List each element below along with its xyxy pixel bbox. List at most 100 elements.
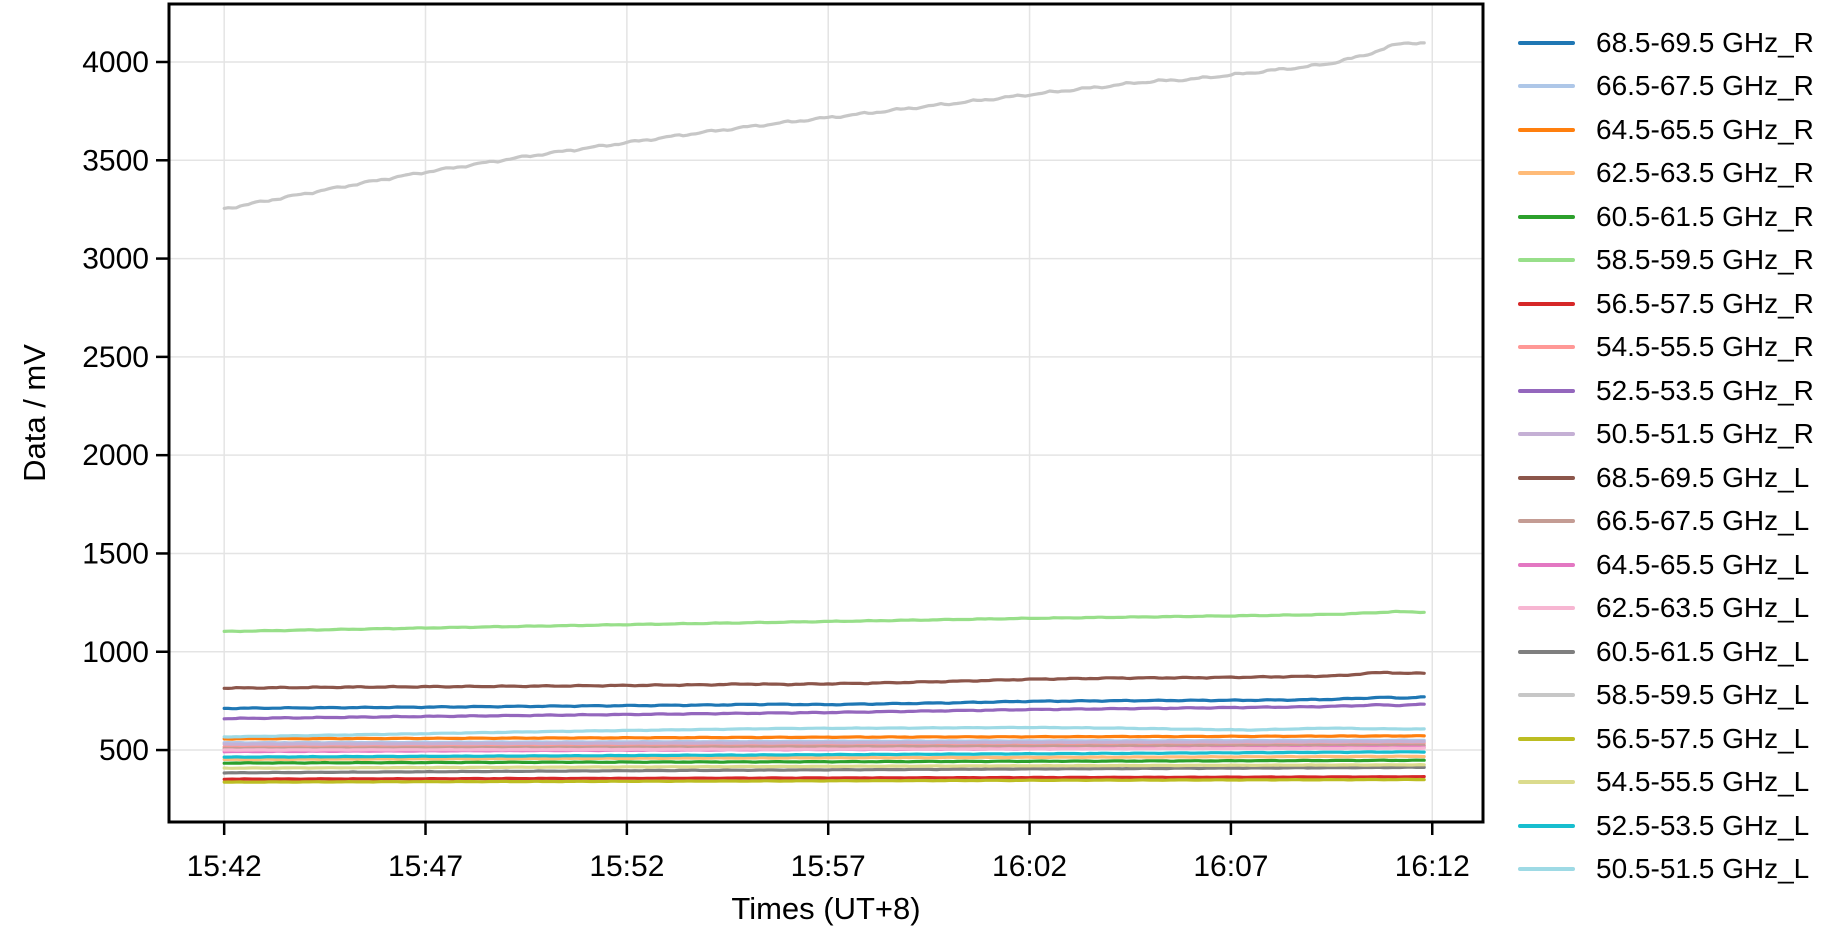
legend-line-swatch [1518,258,1575,263]
legend-label: 54.5-55.5 GHz_R [1596,331,1814,363]
series-line-54.5-55.5-ghz-l [222,763,1426,770]
legend-label: 58.5-59.5 GHz_R [1596,244,1814,276]
legend-label: 56.5-57.5 GHz_L [1596,722,1810,754]
legend-line-swatch [1518,780,1575,785]
y-tick-label: 1000 [82,636,149,669]
legend-line-swatch [1518,475,1575,480]
series-line-58.5-59.5-ghz-l [222,41,1426,210]
gridlines [169,4,1483,822]
legend-label: 54.5-55.5 GHz_L [1596,766,1810,798]
legend-line-swatch [1518,84,1575,89]
x-tick-label: 16:07 [1193,850,1268,883]
legend-item: 60.5-61.5 GHz_R [1518,195,1814,239]
axes-spines-and-ticks [156,2,1485,835]
legend-line-swatch [1518,606,1575,611]
series-line-66.5-67.5-ghz-l [222,743,1426,751]
legend-line-swatch [1518,171,1575,176]
series-line-68.5-69.5-ghz-r [222,695,1426,711]
legend-line-swatch [1518,736,1575,741]
legend-line-swatch [1518,388,1575,393]
series-line-62.5-63.5-ghz-r [222,754,1426,762]
series-line-60.5-61.5-ghz-r [222,758,1426,765]
series-line-52.5-53.5-ghz-r [222,702,1426,721]
legend-item: 54.5-55.5 GHz_L [1518,761,1814,805]
legend-label: 68.5-69.5 GHz_R [1596,26,1814,58]
legend-item: 58.5-59.5 GHz_L [1518,674,1814,718]
legend-item: 68.5-69.5 GHz_L [1518,456,1814,500]
legend-label: 50.5-51.5 GHz_R [1596,418,1814,450]
legend-item: 56.5-57.5 GHz_L [1518,717,1814,761]
legend-label: 64.5-65.5 GHz_L [1596,548,1810,580]
legend-label: 52.5-53.5 GHz_R [1596,374,1814,406]
legend-line-swatch [1518,432,1575,437]
x-tick-label: 16:12 [1395,850,1470,883]
legend-item: 62.5-63.5 GHz_L [1518,587,1814,631]
series-line-60.5-61.5-ghz-l [222,765,1426,775]
legend-item: 62.5-63.5 GHz_R [1518,152,1814,196]
series-line-52.5-53.5-ghz-l [222,750,1426,759]
series-line-50.5-51.5-ghz-r [222,739,1426,746]
y-tick-label: 4000 [82,46,149,79]
legend-line-swatch [1518,562,1575,567]
legend-item: 50.5-51.5 GHz_R [1518,413,1814,457]
series-line-64.5-65.5-ghz-r [222,734,1426,741]
y-axis-label: Data / mV [17,344,52,482]
legend-line-swatch [1518,40,1575,45]
series-line-58.5-59.5-ghz-r [222,609,1426,634]
legend-item: 64.5-65.5 GHz_L [1518,543,1814,587]
legend-label: 66.5-67.5 GHz_L [1596,505,1810,537]
legend-label: 66.5-67.5 GHz_R [1596,70,1814,102]
legend-label: 58.5-59.5 GHz_L [1596,679,1810,711]
legend-line-swatch [1518,649,1575,654]
legend-label: 50.5-51.5 GHz_L [1596,853,1810,885]
plot-border [167,2,1485,824]
legend-item: 56.5-57.5 GHz_R [1518,282,1814,326]
legend-label: 60.5-61.5 GHz_R [1596,200,1814,232]
y-tick-label: 500 [99,734,149,767]
legend-item: 60.5-61.5 GHz_L [1518,630,1814,674]
y-tick-label: 2500 [82,341,149,374]
x-axis-label: Times (UT+8) [731,891,920,926]
tick-labels: 15:42 15:47 15:52 15:57 16:02 16:07 16:12 500 10… [82,46,1470,883]
legend-line-swatch [1518,301,1575,306]
legend-line-swatch [1518,345,1575,350]
legend-label: 60.5-61.5 GHz_L [1596,635,1810,667]
legend-line-swatch [1518,867,1575,872]
legend-item: 52.5-53.5 GHz_L [1518,804,1814,848]
legend-label: 56.5-57.5 GHz_R [1596,287,1814,319]
legend-line-swatch [1518,127,1575,132]
legend-item: 52.5-53.5 GHz_R [1518,369,1814,413]
legend-item: 68.5-69.5 GHz_R [1518,21,1814,65]
legend-label: 64.5-65.5 GHz_R [1596,113,1814,145]
legend-item: 64.5-65.5 GHz_R [1518,108,1814,152]
y-tick-label: 2000 [82,439,149,472]
x-tick-label: 16:02 [992,850,1067,883]
legend-item: 66.5-67.5 GHz_L [1518,500,1814,544]
legend-line-swatch [1518,823,1575,828]
legend-line-swatch [1518,214,1575,219]
x-tick-label: 15:47 [388,850,463,883]
legend-item: 66.5-67.5 GHz_R [1518,65,1814,109]
legend-label: 62.5-63.5 GHz_L [1596,592,1810,624]
legend-item: 50.5-51.5 GHz_L [1518,848,1814,892]
legend-item: 54.5-55.5 GHz_R [1518,326,1814,370]
legend-label: 52.5-53.5 GHz_L [1596,809,1810,841]
x-tick-label: 15:42 [187,850,262,883]
legend: 68.5-69.5 GHz_R 66.5-67.5 GHz_R 64.5-65.5 … [1518,21,1814,891]
series-line-56.5-57.5-ghz-r [222,775,1426,781]
legend-line-swatch [1518,693,1575,698]
legend-line-swatch [1518,519,1575,524]
series-line-68.5-69.5-ghz-l [222,670,1426,690]
y-tick-label: 3000 [82,243,149,276]
series-line-50.5-51.5-ghz-l [222,725,1426,739]
series-line-62.5-63.5-ghz-l [222,746,1426,752]
x-tick-label: 15:57 [791,850,866,883]
legend-item: 58.5-59.5 GHz_R [1518,239,1814,283]
x-tick-label: 15:52 [589,850,664,883]
legend-label: 68.5-69.5 GHz_L [1596,461,1810,493]
series-line-56.5-57.5-ghz-l [222,777,1426,784]
legend-label: 62.5-63.5 GHz_R [1596,157,1814,189]
data-series-lines [222,41,1426,784]
